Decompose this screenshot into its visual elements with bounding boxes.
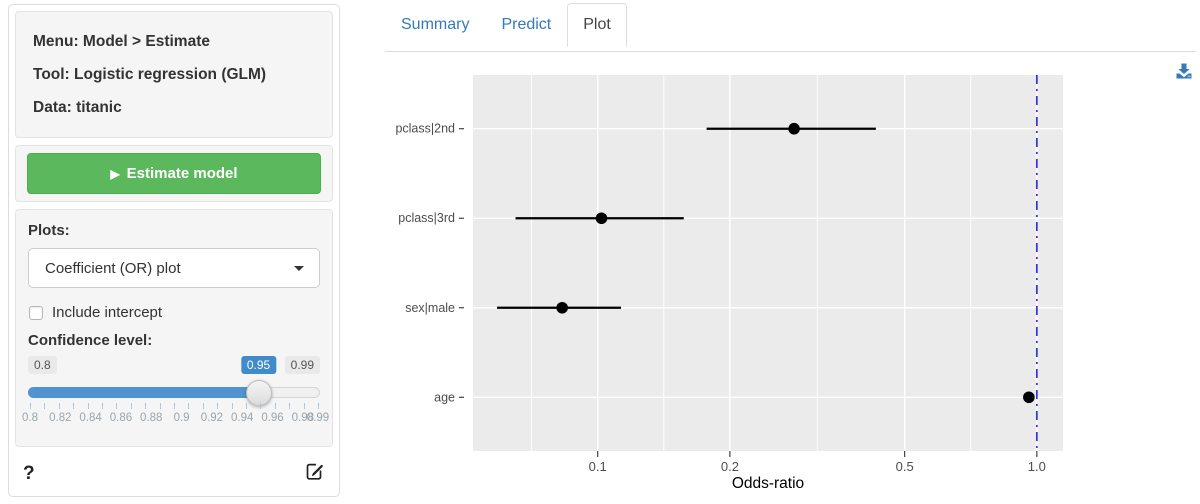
help-icon[interactable]: ?	[23, 462, 35, 484]
slider-tick	[231, 403, 233, 409]
slider-tick	[116, 403, 118, 409]
slider-handle[interactable]	[245, 380, 272, 406]
slider-value-badge: 0.95	[240, 356, 277, 374]
y-tick-label: pclass|3rd	[398, 211, 455, 225]
slider-max-badge: 0.99	[284, 356, 320, 374]
slider-tick	[87, 403, 89, 409]
slider-tick	[188, 403, 190, 409]
slider-tick-label: 0.98	[291, 412, 315, 424]
play-icon: ▶	[110, 167, 120, 181]
plot-options-panel: Plots: Coefficient (OR) plot Include int…	[15, 209, 333, 447]
estimate-panel: ▶ Estimate model	[15, 145, 333, 202]
download-icon[interactable]	[1175, 62, 1193, 80]
plot-type-select[interactable]: Coefficient (OR) plot	[28, 248, 320, 288]
slider-tick	[73, 403, 75, 409]
tool-name: Tool: Logistic regression (GLM)	[33, 66, 267, 83]
slider-tick-label: 0.92	[200, 412, 224, 424]
x-tick-label: 0.2	[721, 459, 739, 474]
slider-tick	[174, 403, 175, 409]
tab-plot[interactable]: Plot	[567, 3, 627, 52]
or-point	[1023, 391, 1035, 404]
slider-tick	[102, 403, 103, 409]
slider-tick-marks	[30, 403, 319, 409]
slider-min-badge: 0.8	[28, 356, 57, 374]
estimate-model-label: Estimate model	[126, 165, 238, 182]
tab-bar: Summary Predict Plot	[385, 3, 1196, 52]
coefficient-plot: pclass|2nd pclass|3rd sex|male age 0.1 0.2 0.5…	[395, 75, 1063, 492]
slider-tick-label: 0.96	[261, 412, 284, 424]
estimate-model-button[interactable]: ▶ Estimate model	[27, 153, 321, 194]
or-point	[788, 122, 800, 135]
y-tick-label: pclass|2nd	[395, 122, 455, 136]
slider-tick-label: 0.82	[49, 412, 72, 424]
x-tick-label: 0.5	[896, 459, 914, 474]
plot-type-selected-value: Coefficient (OR) plot	[45, 259, 181, 277]
slider-tick	[318, 403, 319, 409]
tab-summary[interactable]: Summary	[401, 16, 470, 33]
x-tick-label: 0.1	[589, 459, 607, 474]
sidebar: Menu: Model > Estimate Tool: Logistic re…	[8, 4, 340, 497]
slider-tick	[246, 403, 247, 409]
confidence-slider: 0.8 0.95 0.99 0.8 0.82 0.84 0.86 0.88 0.9 0.92…	[22, 356, 329, 436]
plot-area: pclass|2nd pclass|3rd sex|male age 0.1 0.2 0.5…	[385, 56, 1196, 504]
slider-tick	[274, 403, 276, 409]
plot-panel	[473, 75, 1063, 451]
slider-tick	[58, 403, 60, 409]
slider-tick	[303, 403, 305, 409]
slider-track-fill	[28, 387, 259, 398]
chevron-down-icon	[294, 266, 304, 271]
or-point	[556, 301, 568, 314]
include-intercept-label: Include intercept	[52, 304, 163, 321]
menu-path: Menu: Model > Estimate	[33, 33, 210, 50]
confidence-level-label: Confidence level:	[28, 332, 153, 349]
y-tick-label: sex|male	[405, 301, 455, 315]
slider-tick-label: 0.94	[231, 412, 254, 424]
dataset-name: Data: titanic	[33, 99, 122, 116]
main-area: Summary Predict Plot pclass|2nd pclass|3r…	[385, 3, 1196, 504]
x-axis-title: Odds-ratio	[732, 475, 804, 492]
include-intercept-checkbox[interactable]	[29, 305, 43, 320]
slider-tick-label: 0.88	[140, 412, 163, 424]
slider-tick-label: 0.9	[173, 412, 190, 424]
slider-tick-label: 0.8	[22, 412, 38, 424]
x-tick-label: 1.0	[1028, 459, 1046, 474]
sidebar-footer: ?	[15, 459, 333, 490]
edit-report-icon[interactable]	[305, 461, 325, 486]
slider-tick-label: 0.86	[109, 412, 133, 424]
tab-predict[interactable]: Predict	[501, 16, 552, 33]
slider-tick	[44, 403, 46, 409]
slider-tick-label: 0.84	[79, 412, 102, 424]
or-point	[595, 212, 608, 225]
slider-tick	[159, 403, 161, 409]
model-info-panel: Menu: Model > Estimate Tool: Logistic re…	[15, 11, 333, 138]
slider-tick	[217, 403, 219, 409]
slider-tick-labels: 0.8 0.82 0.84 0.86 0.88 0.9 0.92 0.94 0.96 0.98 0.…	[22, 412, 329, 426]
slider-tick	[260, 403, 262, 409]
slider-tick	[30, 403, 31, 409]
slider-tick	[130, 403, 132, 409]
slider-tick-label: 0.99	[306, 412, 330, 424]
slider-tick	[289, 403, 291, 409]
y-tick-label: age	[434, 390, 455, 404]
slider-tick	[202, 403, 204, 409]
slider-tick	[145, 403, 147, 409]
plots-label: Plots:	[28, 222, 70, 239]
